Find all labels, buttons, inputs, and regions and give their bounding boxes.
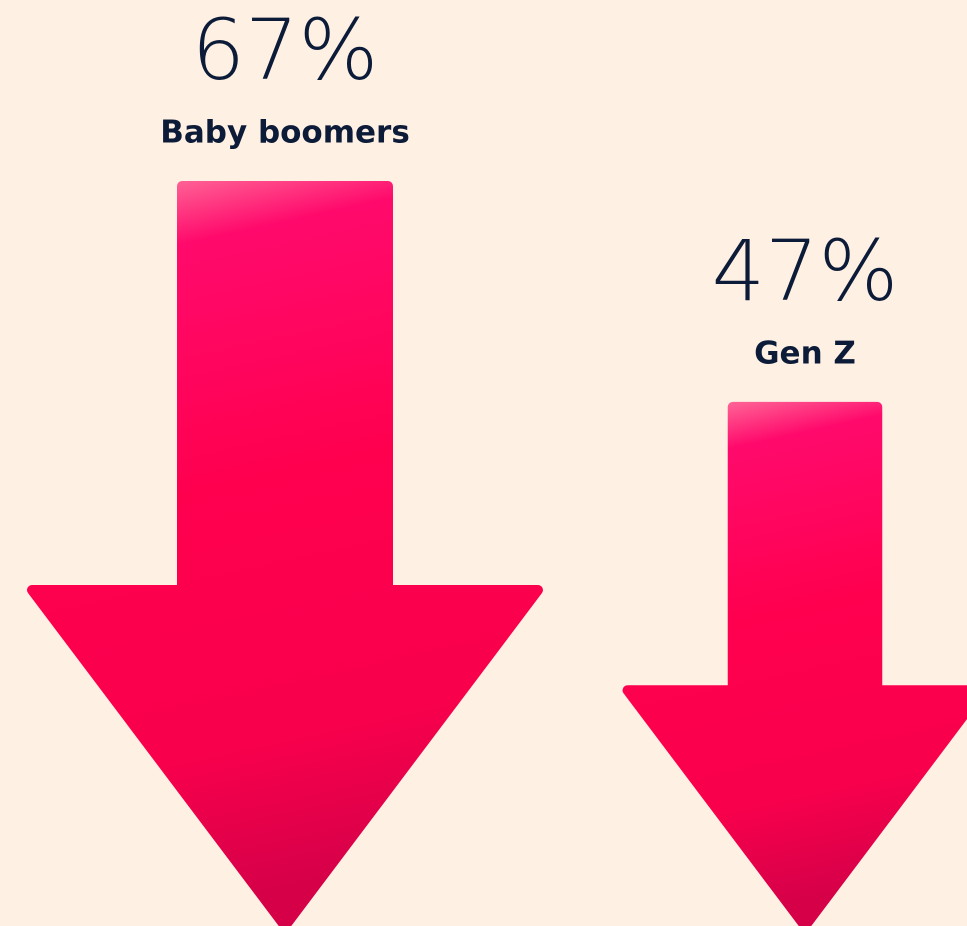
category-label: Gen Z	[754, 335, 856, 371]
value-label: 47%	[712, 222, 899, 320]
arrow	[622, 401, 967, 926]
value-label: 67%	[192, 1, 379, 99]
arrow	[27, 181, 543, 926]
category-label: Baby boomers	[160, 115, 410, 151]
